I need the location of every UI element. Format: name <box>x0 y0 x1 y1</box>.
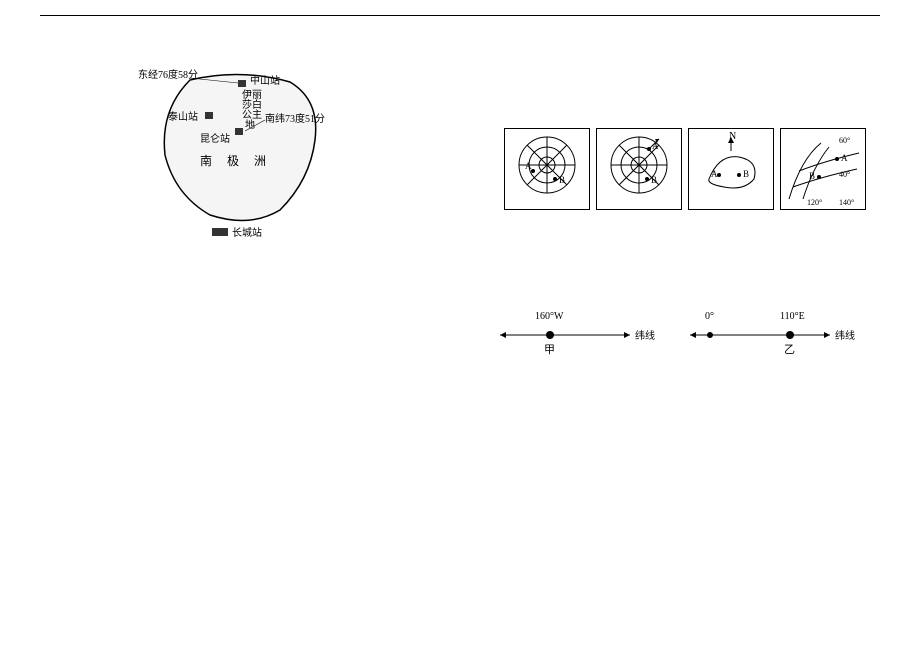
map-label-kunlun: 昆仑站 <box>200 132 230 145</box>
svg-text:B: B <box>651 175 657 185</box>
right-column: A B A B <box>480 20 880 630</box>
svg-text:A: A <box>841 153 848 163</box>
map-label-changcheng: 长城站 <box>232 226 262 239</box>
q1-opts-row1 <box>40 268 440 294</box>
diagram-1: A B <box>504 128 590 210</box>
diagram-3: N A B <box>688 128 774 210</box>
diagram-2: A B <box>596 128 682 210</box>
svg-text:B: B <box>809 171 815 181</box>
q2-opts <box>40 349 440 375</box>
map-label-taishan: 泰山站 <box>168 110 198 123</box>
label-yi: 乙 <box>784 343 795 356</box>
svg-text:B: B <box>559 175 565 185</box>
four-diagrams: A B A B <box>480 128 880 210</box>
svg-text:60°: 60° <box>839 136 850 145</box>
q3-opts <box>480 50 880 76</box>
map-label-lat: 南纬73度51分 <box>265 112 325 125</box>
map-label-nanji: 南 极 洲 <box>200 153 272 168</box>
svg-text:40°: 40° <box>839 170 850 179</box>
label-jia: 甲 <box>544 344 555 356</box>
svg-text:B: B <box>743 169 749 179</box>
label-110e: 110°E <box>780 311 805 322</box>
q4-opts-row2 <box>480 255 880 281</box>
map-label-zhongshan: 中山站 <box>250 74 280 87</box>
left-column: 东经76度58分 中山站 伊丽 莎白 公主 地 泰山站 南纬73度51分 昆仑站… <box>40 20 440 630</box>
q1-opts-row2 <box>40 302 440 328</box>
label-160w: 160°W <box>535 311 564 322</box>
svg-text:140°: 140° <box>839 198 854 207</box>
svg-text:A: A <box>711 169 718 179</box>
map-label-top: 东经76度58分 <box>138 68 198 81</box>
svg-text:120°: 120° <box>807 198 822 207</box>
label-0: 0° <box>705 311 714 322</box>
svg-text:A: A <box>525 161 532 171</box>
map-label-ylsb4: 地 <box>245 118 255 131</box>
globe-lines-diagram: 160°W 甲 纬线 0° 110°E 乙 纬线 <box>480 307 880 367</box>
q4-opts-row1 <box>480 220 880 246</box>
label-weixian1: 纬线 <box>635 329 655 342</box>
antarctica-map: 东经76度58分 中山站 伊丽 莎白 公主 地 泰山站 南纬73度51分 昆仑站… <box>40 60 440 240</box>
diagram-4: A B 60° 40° 120° 140° <box>780 128 866 210</box>
label-weixian2: 纬线 <box>835 329 855 342</box>
